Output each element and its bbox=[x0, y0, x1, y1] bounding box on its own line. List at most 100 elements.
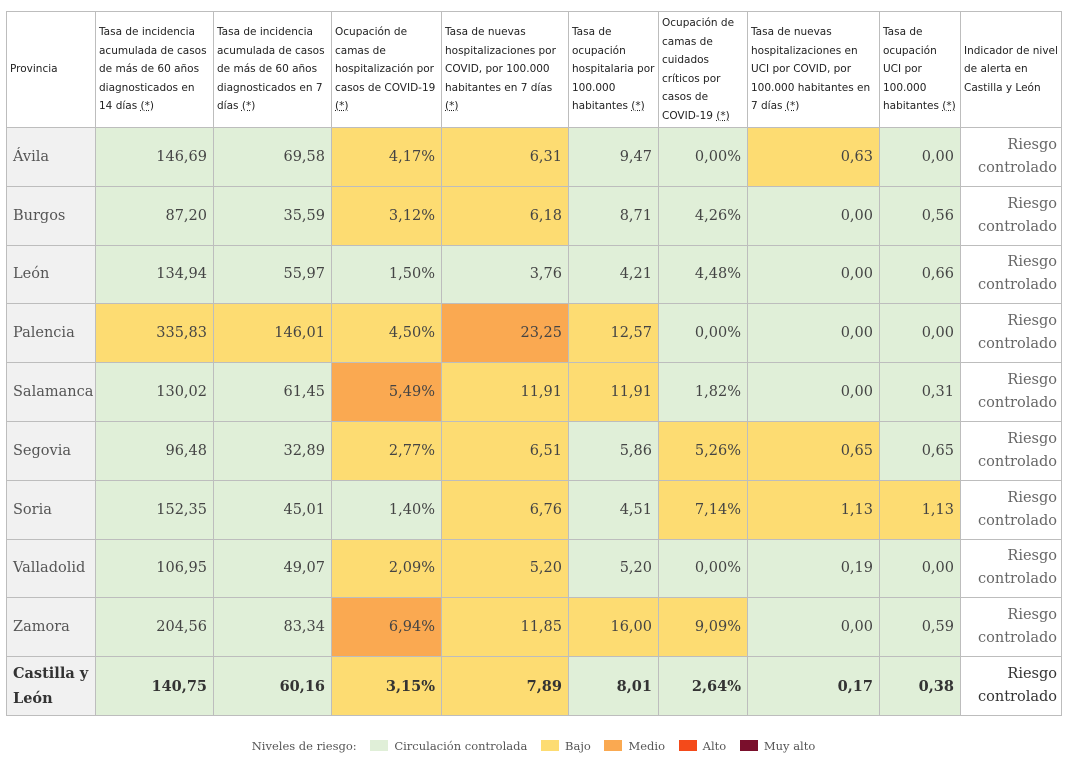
value-cell: 45,01 bbox=[213, 479, 332, 540]
header-label: Tasa de ocupación UCI por 100.000 habita… bbox=[883, 26, 939, 113]
value-cell: 35,59 bbox=[213, 185, 332, 246]
value-cell: 130,02 bbox=[95, 362, 214, 422]
alert-level-cell: Riesgo controlado bbox=[960, 127, 1062, 187]
value-cell: 4,21 bbox=[568, 244, 659, 305]
header-icu-occupancy-rate: Tasa de ocupación UCI por 100.000 habita… bbox=[879, 11, 961, 128]
value-cell: 1,40% bbox=[331, 479, 442, 540]
value-cell: 16,00 bbox=[568, 597, 659, 658]
legend-item-alto: Alto bbox=[678, 739, 726, 753]
value-cell: 9,47 bbox=[568, 127, 659, 187]
value-cell: 2,64% bbox=[658, 656, 748, 716]
province-cell: Valladolid bbox=[6, 538, 96, 599]
footnote-asterisk[interactable]: (*) bbox=[241, 100, 256, 113]
value-cell: 0,63 bbox=[747, 127, 880, 187]
header-label: Provincia bbox=[10, 63, 58, 76]
header-label: Tasa de incidencia acumulada de casos de… bbox=[217, 26, 325, 113]
value-cell: 4,17% bbox=[331, 127, 442, 187]
value-cell: 6,51 bbox=[441, 420, 569, 481]
alert-level-cell: Riesgo controlado bbox=[960, 244, 1062, 305]
value-cell: 204,56 bbox=[95, 597, 214, 658]
value-cell: 49,07 bbox=[213, 538, 332, 599]
header-label: Tasa de incidencia acumulada de casos de… bbox=[99, 26, 207, 113]
alert-level-cell: Riesgo controlado bbox=[960, 303, 1062, 364]
value-cell: 60,16 bbox=[213, 656, 332, 716]
value-cell: 0,56 bbox=[879, 185, 961, 246]
legend-label: Circulación controlada bbox=[394, 739, 528, 753]
header-ia7-60: Tasa de incidencia acumulada de casos de… bbox=[213, 11, 332, 128]
value-cell: 0,00% bbox=[658, 538, 748, 599]
value-cell: 9,09% bbox=[658, 597, 748, 658]
province-cell: Soria bbox=[6, 479, 96, 540]
header-alert-level: Indicador de nivel de alerta en Castilla… bbox=[960, 11, 1062, 128]
value-cell: 0,17 bbox=[747, 656, 880, 716]
alert-level-cell: Riesgo controlado bbox=[960, 185, 1062, 246]
table-row: Palencia 335,83 146,01 4,50% 23,25 12,57 0,00%… bbox=[6, 303, 1062, 364]
total-row: Castilla y León 140,75 60,16 3,15% 7,89 8,01 2… bbox=[6, 656, 1062, 716]
table-row: Segovia 96,48 32,89 2,77% 6,51 5,86 5,26% 0,65 0… bbox=[6, 420, 1062, 481]
value-cell: 7,14% bbox=[658, 479, 748, 540]
value-cell: 2,77% bbox=[331, 420, 442, 481]
table-row: Valladolid 106,95 49,07 2,09% 5,20 5,20 0,00% 0… bbox=[6, 538, 1062, 599]
value-cell: 6,94% bbox=[331, 597, 442, 658]
value-cell: 0,00 bbox=[747, 185, 880, 246]
header-label: Tasa de nuevas hospitalizaciones por COV… bbox=[445, 26, 556, 94]
footnote-asterisk[interactable]: (*) bbox=[631, 100, 645, 113]
value-cell: 55,97 bbox=[213, 244, 332, 305]
value-cell: 0,00 bbox=[747, 303, 880, 364]
footnote-asterisk[interactable]: (*) bbox=[942, 100, 956, 113]
value-cell: 8,71 bbox=[568, 185, 659, 246]
value-cell: 140,75 bbox=[95, 656, 214, 716]
value-cell: 1,50% bbox=[331, 244, 442, 305]
value-cell: 83,34 bbox=[213, 597, 332, 658]
value-cell: 5,26% bbox=[658, 420, 748, 481]
value-cell: 32,89 bbox=[213, 420, 332, 481]
value-cell: 4,26% bbox=[658, 185, 748, 246]
alert-level-cell: Riesgo controlado bbox=[960, 538, 1062, 599]
value-cell: 0,00 bbox=[747, 362, 880, 422]
value-cell: 152,35 bbox=[95, 479, 214, 540]
province-cell: Segovia bbox=[6, 420, 96, 481]
header-bed-occupancy: Ocupación de camas de hospitalización po… bbox=[331, 11, 442, 128]
header-label: Ocupación de camas de hospitalización po… bbox=[335, 26, 436, 94]
value-cell: 146,01 bbox=[213, 303, 332, 364]
header-label: Tasa de ocupación hospitalaria por 100.0… bbox=[572, 26, 655, 113]
footnote-asterisk[interactable]: (*) bbox=[335, 100, 349, 113]
value-cell: 0,00% bbox=[658, 303, 748, 364]
footnote-asterisk[interactable]: (*) bbox=[785, 100, 800, 113]
value-cell: 4,51 bbox=[568, 479, 659, 540]
value-cell: 3,15% bbox=[331, 656, 442, 716]
province-cell: León bbox=[6, 244, 96, 305]
value-cell: 0,65 bbox=[879, 420, 961, 481]
value-cell: 5,20 bbox=[441, 538, 569, 599]
value-cell: 7,89 bbox=[441, 656, 569, 716]
legend-swatch bbox=[604, 740, 623, 751]
header-label: Indicador de nivel de alerta en Castilla… bbox=[964, 44, 1058, 94]
value-cell: 23,25 bbox=[441, 303, 569, 364]
value-cell: 3,76 bbox=[441, 244, 569, 305]
value-cell: 0,38 bbox=[879, 656, 961, 716]
footnote-asterisk[interactable]: (*) bbox=[140, 100, 154, 113]
alert-level-cell: Riesgo controlado bbox=[960, 597, 1062, 658]
legend-item-bajo: Bajo bbox=[541, 739, 591, 753]
header-label: Tasa de nuevas hospitalizaciones en UCI … bbox=[751, 26, 871, 113]
header-label: Ocupación de camas de cuidados críticos … bbox=[662, 17, 735, 122]
value-cell: 0,00 bbox=[747, 597, 880, 658]
value-cell: 0,19 bbox=[747, 538, 880, 599]
legend-swatch bbox=[739, 740, 758, 751]
value-cell: 0,00 bbox=[879, 303, 961, 364]
value-cell: 134,94 bbox=[95, 244, 214, 305]
province-cell: Ávila bbox=[6, 127, 96, 187]
value-cell: 5,49% bbox=[331, 362, 442, 422]
table-row: Ávila 146,69 69,58 4,17% 6,31 9,47 0,00% 0,63 0,… bbox=[6, 127, 1062, 187]
province-cell: Zamora bbox=[6, 597, 96, 658]
value-cell: 2,09% bbox=[331, 538, 442, 599]
value-cell: 335,83 bbox=[95, 303, 214, 364]
footnote-asterisk[interactable]: (*) bbox=[445, 100, 459, 113]
legend-swatch bbox=[541, 740, 560, 751]
province-cell: Salamanca bbox=[6, 362, 96, 422]
footnote-asterisk[interactable]: (*) bbox=[716, 109, 730, 122]
value-cell: 6,76 bbox=[441, 479, 569, 540]
legend-swatch bbox=[370, 740, 389, 751]
alert-level-cell: Riesgo controlado bbox=[960, 420, 1062, 481]
value-cell: 6,18 bbox=[441, 185, 569, 246]
